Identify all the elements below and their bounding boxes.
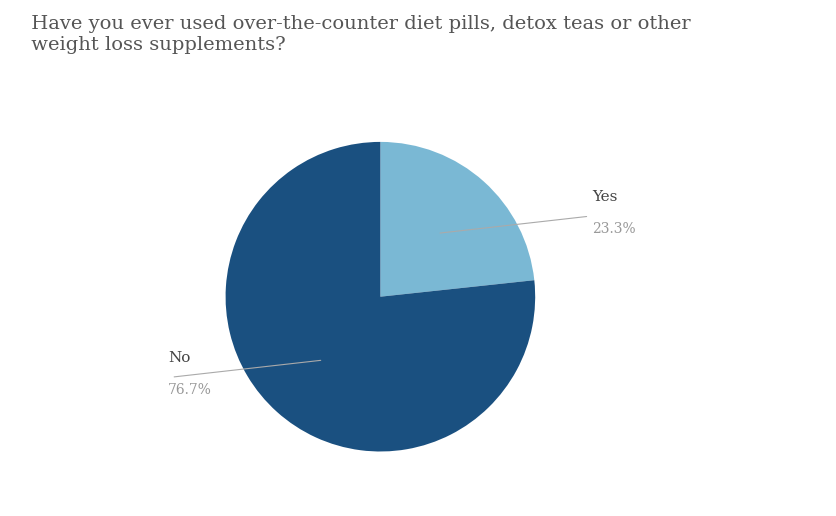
Text: 23.3%: 23.3% — [593, 222, 636, 236]
Wedge shape — [226, 142, 535, 452]
Text: Yes: Yes — [593, 190, 618, 204]
Wedge shape — [380, 142, 534, 297]
Text: No: No — [168, 351, 191, 365]
Text: Have you ever used over-the-counter diet pills, detox teas or other
 weight loss: Have you ever used over-the-counter diet… — [25, 15, 691, 54]
Text: 76.7%: 76.7% — [168, 383, 212, 397]
